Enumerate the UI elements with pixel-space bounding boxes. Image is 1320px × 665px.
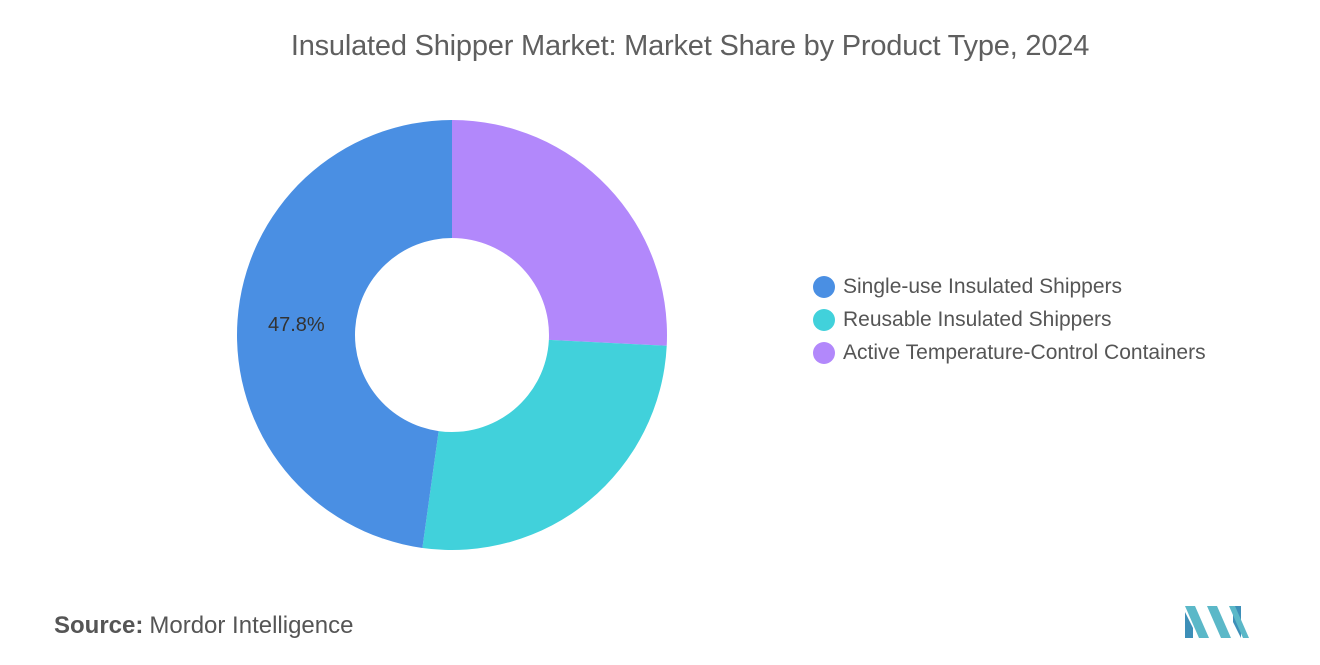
logo-shape-right [1229, 606, 1249, 638]
legend-item-single-use: Single-use Insulated Shippers [813, 270, 1206, 303]
donut-slice-reusable [422, 339, 667, 551]
legend-item-reusable: Reusable Insulated Shippers [813, 303, 1206, 336]
legend-label-active-temperature-control: Active Temperature-Control Containers [843, 340, 1206, 364]
donut-slice-single-use [237, 120, 452, 548]
logo-shape-left-bar [1185, 612, 1193, 638]
source-value: Mordor Intelligence [149, 612, 354, 639]
mordor-intelligence-logo-icon [1185, 606, 1249, 638]
logo-shape-left [1185, 606, 1209, 638]
legend-swatch-single-use [813, 275, 835, 298]
legend-label-single-use: Single-use Insulated Shippers [843, 274, 1123, 298]
legend-item-active-temperature-control: Active Temperature-Control Containers [813, 336, 1206, 369]
source-label: Source: [54, 612, 144, 639]
legend-label-reusable: Reusable Insulated Shippers [843, 307, 1112, 331]
donut-slice-active-temperature-control [452, 120, 667, 346]
chart-legend: Single-use Insulated Shippers Reusable I… [813, 270, 1206, 369]
data-label-single-use: 47.8% [268, 314, 325, 336]
logo-shape-middle [1207, 606, 1231, 638]
chart-title: Insulated Shipper Market: Market Share b… [290, 30, 1090, 62]
legend-swatch-reusable [813, 308, 835, 331]
source-note: Source: Mordor Intelligence [54, 612, 353, 640]
legend-swatch-active-temperature-control [813, 341, 835, 364]
